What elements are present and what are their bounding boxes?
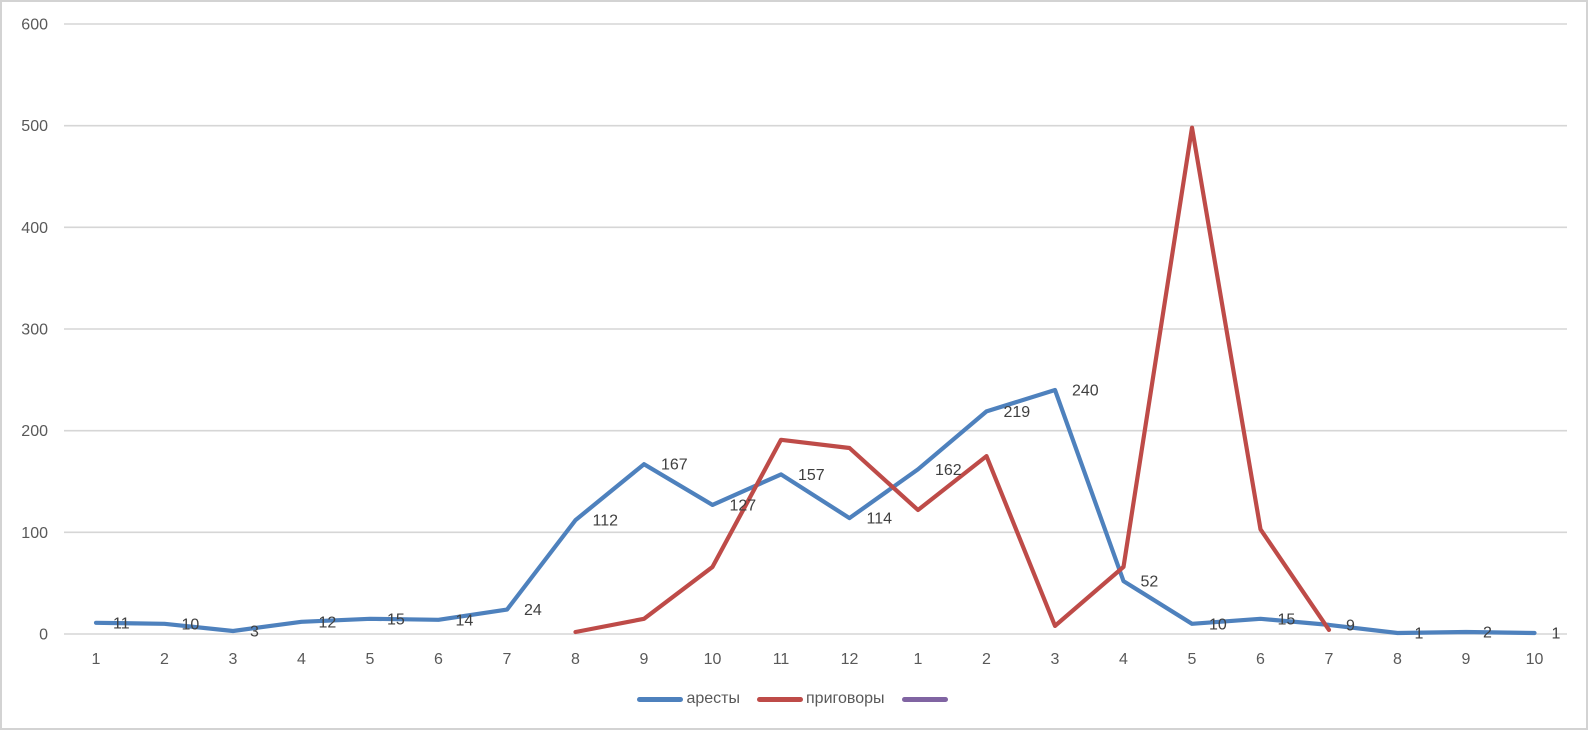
x-axis-tick-label: 9 [640, 651, 649, 668]
x-axis-tick-label: 2 [160, 651, 169, 668]
data-label: 12 [319, 614, 337, 631]
data-label: 219 [1004, 404, 1031, 421]
x-axis-tick-label: 9 [1462, 651, 1471, 668]
x-axis-tick-label: 3 [1051, 651, 1060, 668]
data-label: 52 [1141, 574, 1159, 591]
x-axis-tick-label: 3 [229, 651, 238, 668]
x-axis-tick-label: 10 [704, 651, 722, 668]
x-axis-tick-label: 10 [1526, 651, 1544, 668]
x-axis-tick-label: 1 [914, 651, 923, 668]
data-label: 1 [1552, 625, 1561, 642]
series-line-приговоры [573, 125, 1332, 635]
y-axis-tick-label-0: 0 [39, 627, 48, 644]
data-label: 157 [798, 467, 825, 484]
data-label: 240 [1072, 383, 1099, 400]
data-label: 15 [387, 611, 405, 628]
x-axis-tick-label: 8 [571, 651, 580, 668]
data-label: 2 [1483, 624, 1492, 641]
data-label: 162 [935, 462, 962, 479]
y-axis-tick-label-300: 300 [21, 322, 48, 339]
x-axis-tick-label: 11 [773, 651, 790, 668]
data-label: 14 [456, 612, 474, 629]
x-axis-tick-label: 7 [1325, 651, 1334, 668]
x-axis-tick-label: 8 [1393, 651, 1402, 668]
x-axis-tick-label: 4 [297, 651, 306, 668]
x-axis-tick-label: 4 [1119, 651, 1128, 668]
y-axis-tick-label-100: 100 [21, 525, 48, 542]
x-axis-tick-label: 5 [366, 651, 375, 668]
y-axis-tick-label-500: 500 [21, 118, 48, 135]
x-axis-tick-label: 7 [503, 651, 512, 668]
data-label: 112 [593, 513, 619, 530]
data-label: 24 [524, 602, 542, 619]
x-axis-tick-label: 12 [841, 651, 859, 668]
x-axis-tick-label: 6 [434, 651, 443, 668]
series-line-аресты [93, 387, 1537, 636]
data-label: 167 [661, 457, 688, 474]
data-label: 15 [1278, 611, 1296, 628]
y-axis-tick-label-600: 600 [21, 17, 48, 34]
x-axis-tick-label: 5 [1188, 651, 1197, 668]
data-label: 3 [250, 623, 259, 640]
data-label: 127 [730, 497, 757, 514]
y-axis-tick-label-200: 200 [21, 423, 48, 440]
x-axis-tick-label: 1 [92, 651, 101, 668]
x-axis-tick-label: 6 [1256, 651, 1265, 668]
y-axis-tick-label-400: 400 [21, 220, 48, 237]
x-axis-tick-label: 2 [982, 651, 991, 668]
data-label: 114 [867, 511, 893, 528]
data-label: 1 [1415, 625, 1424, 642]
data-label: 9 [1346, 617, 1355, 634]
data-label: 10 [182, 616, 200, 633]
data-label: 10 [1209, 616, 1227, 633]
data-label: 11 [113, 615, 130, 632]
